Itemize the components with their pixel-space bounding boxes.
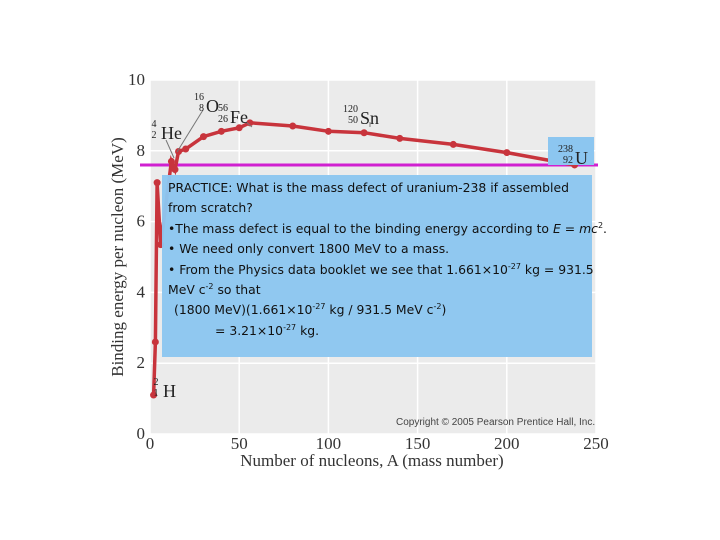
x-axis-title: Number of nucleons, A (mass number) (240, 451, 503, 470)
nuclide-mass-number: 2 (154, 377, 159, 388)
nuclide-atomic-number: 2 (152, 130, 157, 141)
nuclide-mass-number: 4 (152, 119, 157, 130)
y-tick-label: 8 (137, 141, 146, 160)
data-point (449, 140, 457, 148)
data-point (360, 129, 368, 137)
nuclide-atomic-number: 26 (218, 114, 228, 125)
nuclide-atomic-number: 8 (199, 103, 204, 114)
practice-question: PRACTICE: What is the mass defect of ura… (168, 180, 569, 195)
nuclide-symbol: O (206, 96, 219, 116)
x-tick-label: 100 (316, 434, 342, 453)
y-axis-title: Binding energy per nucleon (MeV) (108, 137, 127, 377)
data-point (503, 149, 511, 157)
data-point (175, 148, 183, 156)
data-point (289, 122, 297, 130)
practice-line-4: MeV c-2 so that (168, 282, 261, 298)
nuclide-symbol: He (161, 123, 182, 143)
practice-bullet-3: • From the Physics data booklet we see t… (168, 261, 594, 277)
nuclide-symbol: U (575, 148, 588, 168)
nuclide-atomic-number: 1 (154, 388, 159, 399)
y-tick-label: 2 (137, 353, 146, 372)
practice-line-6: = 3.21×10-27 kg. (215, 322, 320, 338)
y-tick-label: 10 (128, 70, 145, 89)
data-point (151, 338, 159, 346)
data-point (167, 157, 175, 165)
nuclide-leader-line (176, 109, 204, 153)
data-points (150, 119, 579, 399)
copyright-text: Copyright © 2005 Pearson Prentice Hall, … (396, 417, 595, 428)
uranium-label-highlight (548, 137, 594, 165)
x-tick-label: 50 (231, 434, 248, 453)
x-tick-label: 150 (405, 434, 431, 453)
nuclide-symbol: Sn (360, 108, 379, 128)
data-point (150, 391, 158, 399)
practice-bullet-1: •The mass defect is equal to the binding… (168, 220, 607, 236)
nuclide-symbol: H (163, 381, 176, 401)
nuclide-symbol: Fe (230, 107, 248, 127)
nuclide-mass-number: 56 (218, 103, 228, 114)
data-point (396, 134, 404, 142)
data-point (217, 127, 225, 135)
x-tick-label: 200 (494, 434, 520, 453)
data-point (235, 124, 243, 132)
data-point (153, 179, 161, 187)
data-point (246, 119, 254, 127)
nuclide-leader-line (245, 121, 253, 128)
y-tick-label: 0 (137, 424, 146, 443)
x-tick-label: 0 (146, 434, 155, 453)
x-tick-label: 250 (583, 434, 609, 453)
nuclide-atomic-number: 50 (348, 115, 358, 126)
practice-line-5: (1800 MeV)(1.661×10-27 kg / 931.5 MeV c-… (174, 302, 447, 318)
y-tick-label: 6 (137, 212, 146, 231)
nuclide-atomic-number: 92 (563, 155, 573, 166)
practice-bullet-2: • We need only convert 1800 MeV to a mas… (168, 241, 450, 257)
data-point (171, 166, 179, 174)
data-point (182, 145, 190, 153)
nuclide-leader-line (165, 139, 175, 159)
practice-text-box: PRACTICE: What is the mass defect of ura… (162, 175, 607, 357)
practice-question-cont: from scratch? (168, 200, 253, 216)
y-tick-label: 4 (137, 282, 146, 301)
nuclide-mass-number: 16 (194, 92, 204, 103)
nuclide-mass-number: 238 (558, 144, 573, 155)
data-point (324, 127, 332, 135)
data-point (200, 133, 208, 141)
nuclide-mass-number: 120 (343, 104, 358, 115)
